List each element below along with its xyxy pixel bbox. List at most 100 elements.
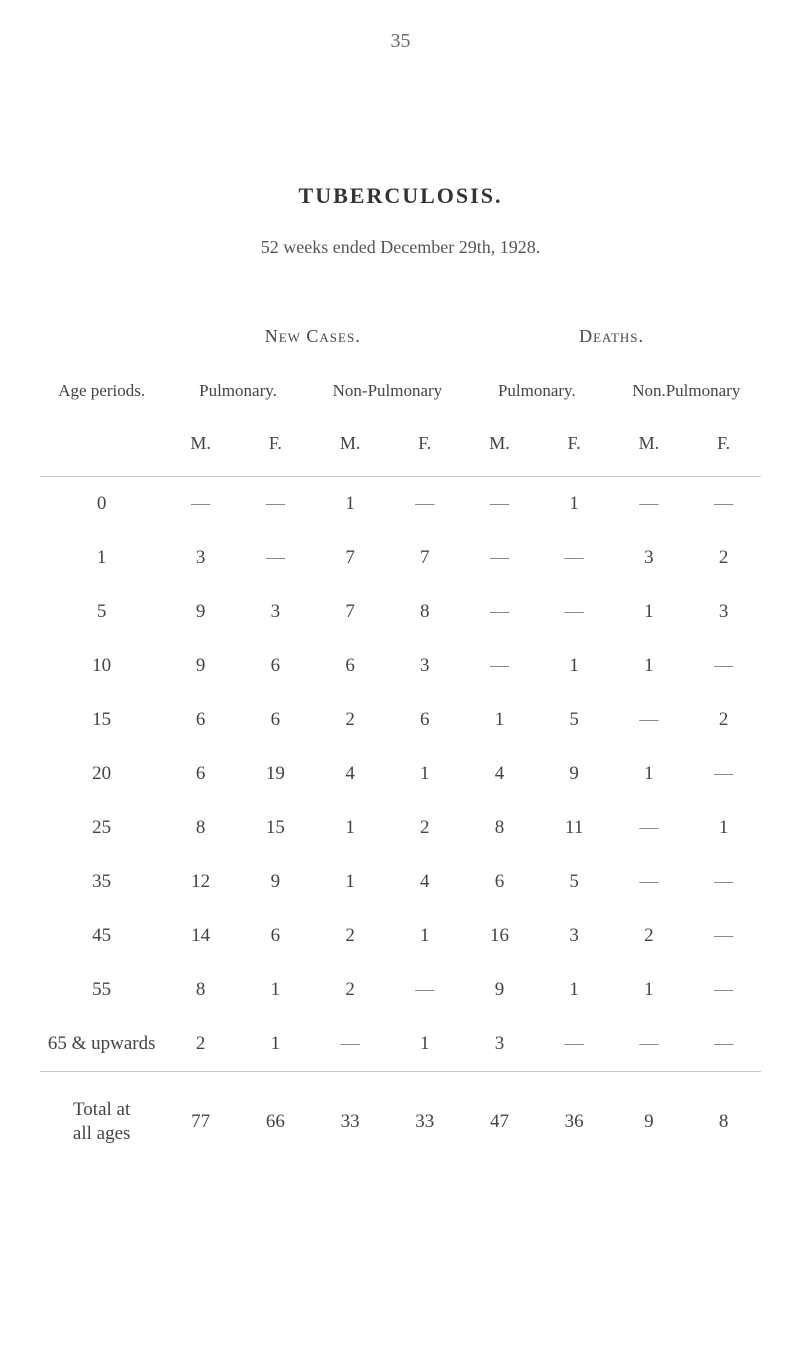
- total-cell: 36: [537, 1072, 612, 1168]
- data-cell: 8: [163, 801, 238, 855]
- data-cell: —: [612, 855, 687, 909]
- table-row: 351291465——: [40, 855, 761, 909]
- data-cell: 3: [387, 639, 462, 693]
- age-cell: 10: [40, 639, 163, 693]
- data-cell: 1: [313, 801, 388, 855]
- table-row: 13—77——32: [40, 531, 761, 585]
- table-row: 0——1——1——: [40, 477, 761, 532]
- data-cell: —: [462, 477, 537, 532]
- data-cell: 15: [238, 801, 313, 855]
- data-cell: 8: [462, 801, 537, 855]
- data-cell: —: [686, 639, 761, 693]
- data-cell: 1: [238, 1017, 313, 1072]
- data-cell: 1: [387, 747, 462, 801]
- data-cell: —: [387, 477, 462, 532]
- tuberculosis-table: New Cases. Deaths. Age periods. Pulmonar…: [40, 306, 761, 1168]
- data-cell: 11: [537, 801, 612, 855]
- age-cell: 45: [40, 909, 163, 963]
- data-cell: 4: [313, 747, 388, 801]
- data-cell: —: [537, 531, 612, 585]
- total-label: Total at all ages: [40, 1072, 163, 1168]
- data-cell: 7: [387, 531, 462, 585]
- data-cell: —: [612, 477, 687, 532]
- data-cell: 2: [313, 693, 388, 747]
- data-cell: —: [462, 639, 537, 693]
- data-cell: 1: [313, 855, 388, 909]
- data-cell: 3: [612, 531, 687, 585]
- document-title: TUBERCULOSIS.: [0, 183, 801, 209]
- col-f: F.: [686, 417, 761, 477]
- document-subtitle: 52 weeks ended December 29th, 1928.: [0, 237, 801, 258]
- data-cell: 9: [462, 963, 537, 1017]
- header-pulmonary-d: Pulmonary.: [462, 363, 611, 417]
- age-cell: 25: [40, 801, 163, 855]
- data-cell: 1: [313, 477, 388, 532]
- data-cell: —: [686, 855, 761, 909]
- data-cell: 2: [612, 909, 687, 963]
- col-m: M.: [612, 417, 687, 477]
- table-row: 2061941491—: [40, 747, 761, 801]
- age-cell: 35: [40, 855, 163, 909]
- data-cell: 1: [686, 801, 761, 855]
- data-cell: —: [462, 531, 537, 585]
- data-cell: —: [686, 747, 761, 801]
- data-cell: 6: [238, 639, 313, 693]
- data-cell: 6: [163, 693, 238, 747]
- data-cell: 16: [462, 909, 537, 963]
- age-cell: 5: [40, 585, 163, 639]
- data-cell: 6: [238, 693, 313, 747]
- data-cell: 2: [387, 801, 462, 855]
- col-f: F.: [238, 417, 313, 477]
- data-cell: 7: [313, 531, 388, 585]
- total-cell: 33: [387, 1072, 462, 1168]
- data-cell: 3: [686, 585, 761, 639]
- data-cell: 19: [238, 747, 313, 801]
- total-cell: 9: [612, 1072, 687, 1168]
- data-cell: 2: [686, 531, 761, 585]
- table-row: 65 & upwards21—13———: [40, 1017, 761, 1072]
- data-cell: 6: [462, 855, 537, 909]
- total-row: Total at all ages 77 66 33 33 47 36 9 8: [40, 1072, 761, 1168]
- data-cell: 1: [612, 747, 687, 801]
- total-label-line1: Total at: [73, 1099, 130, 1120]
- data-cell: 1: [238, 963, 313, 1017]
- data-cell: 5: [537, 693, 612, 747]
- col-m: M.: [462, 417, 537, 477]
- data-rows: 0——1——1——13—77——3259378——13109663—11—156…: [40, 477, 761, 1072]
- data-cell: —: [387, 963, 462, 1017]
- age-cell: 0: [40, 477, 163, 532]
- total-cell: 8: [686, 1072, 761, 1168]
- col-m: M.: [163, 417, 238, 477]
- data-cell: 6: [163, 747, 238, 801]
- total-label-line2: all ages: [73, 1123, 131, 1144]
- data-cell: 3: [238, 585, 313, 639]
- table-row: 45146211632—: [40, 909, 761, 963]
- data-cell: 9: [238, 855, 313, 909]
- data-cell: 9: [537, 747, 612, 801]
- data-cell: —: [612, 693, 687, 747]
- data-cell: 1: [387, 1017, 462, 1072]
- data-cell: —: [612, 801, 687, 855]
- header-pulmonary-nc: Pulmonary.: [163, 363, 312, 417]
- age-cell: 15: [40, 693, 163, 747]
- data-cell: 3: [163, 531, 238, 585]
- age-cell: 65 & upwards: [40, 1017, 163, 1072]
- data-cell: 12: [163, 855, 238, 909]
- data-cell: 3: [537, 909, 612, 963]
- data-cell: 1: [612, 585, 687, 639]
- data-cell: 2: [313, 909, 388, 963]
- data-cell: 1: [537, 639, 612, 693]
- data-cell: 2: [686, 693, 761, 747]
- data-cell: 2: [313, 963, 388, 1017]
- data-cell: 1: [537, 477, 612, 532]
- data-cell: —: [163, 477, 238, 532]
- data-cell: 5: [537, 855, 612, 909]
- data-cell: 6: [313, 639, 388, 693]
- total-cell: 66: [238, 1072, 313, 1168]
- data-cell: —: [537, 1017, 612, 1072]
- data-cell: —: [686, 1017, 761, 1072]
- data-cell: 6: [387, 693, 462, 747]
- data-cell: 8: [163, 963, 238, 1017]
- data-cell: —: [238, 531, 313, 585]
- total-cell: 77: [163, 1072, 238, 1168]
